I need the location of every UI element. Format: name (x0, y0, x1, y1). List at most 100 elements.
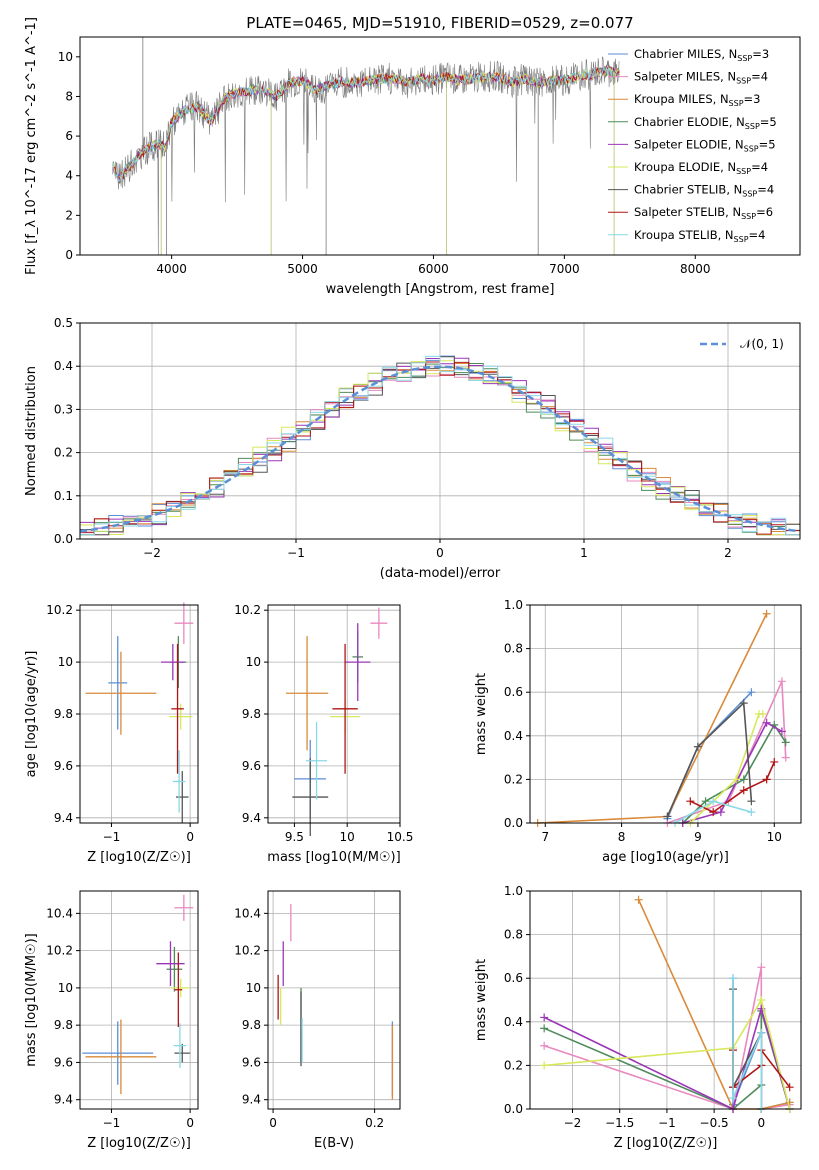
spectrum-line-1 (112, 56, 620, 256)
legend-entry: 𝒩(0, 1) (740, 337, 784, 351)
weight-marker (540, 1024, 549, 1033)
weight-marker (770, 757, 779, 766)
weight-marker (757, 1028, 766, 1037)
y-axis-label: Flux [f_λ 10^-17 erg cm^-2 s^-1 A^-1] (24, 17, 39, 275)
weight-marker (732, 775, 741, 784)
y-tick-label: 9.4 (242, 811, 261, 825)
legend-entry: Chabrier ELODIE, NSSP=5 (634, 115, 777, 131)
weight-marker (693, 742, 702, 751)
x-tick-label: 0 (186, 830, 194, 844)
x-tick-label: −0.5 (700, 1116, 729, 1130)
x-axis-label: Z [log10(Z/Z☉)] (87, 850, 191, 865)
x-tick-label: −2 (564, 1116, 582, 1130)
legend-entry: Salpeter MILES, NSSP=4 (634, 70, 768, 86)
legend-entry: Kroupa MILES, NSSP=3 (634, 92, 760, 108)
weight-marker (747, 808, 756, 817)
axes-frame (267, 604, 401, 824)
axes-frame (79, 36, 801, 256)
spectrum-line-9 (112, 66, 620, 182)
x-tick-label: 0 (758, 1116, 766, 1130)
y-tick-label: 0.4 (54, 359, 73, 373)
y-tick-label: 10 (58, 655, 73, 669)
y-tick-label: 9.6 (54, 1055, 73, 1069)
y-tick-label: 10.2 (46, 603, 73, 617)
weight-marker (709, 808, 718, 817)
y-tick-label: 10.2 (46, 944, 73, 958)
histogram-series-9 (80, 355, 800, 536)
y-tick-label: 9.6 (54, 759, 73, 773)
weight-marker (757, 963, 766, 972)
y-tick-label: 8 (65, 89, 73, 103)
legend-entry: Salpeter STELIB, NSSP=6 (634, 205, 773, 221)
y-tick-label: 10 (58, 50, 73, 64)
weight-marker (758, 710, 767, 718)
y-tick-label: 9.8 (54, 707, 73, 721)
y-tick-label: 4 (65, 169, 73, 183)
x-tick-label: −1 (103, 1116, 121, 1130)
y-tick-label: 9.4 (242, 1093, 261, 1107)
y-axis-label: mass weight (474, 959, 489, 1041)
axes-frame (79, 322, 801, 540)
weight-series-2 (667, 680, 787, 824)
weight-marker (701, 797, 710, 806)
legend-entry: Chabrier MILES, NSSP=3 (634, 47, 769, 63)
y-tick-label: 9.8 (242, 707, 261, 721)
y-tick-label: 0.0 (504, 1102, 523, 1116)
y-tick-label: 9.8 (54, 1018, 73, 1032)
weight-series-6 (544, 997, 791, 1110)
weight-marker (663, 812, 672, 821)
weight-marker (739, 699, 748, 708)
y-tick-label: 1.0 (504, 598, 523, 612)
weight-series-5 (682, 721, 783, 824)
y-tick-label: 0.2 (54, 446, 73, 460)
y-tick-label: 9.8 (242, 1018, 261, 1032)
y-axis-label: Normed distribution (24, 366, 39, 496)
x-tick-label: 2 (724, 546, 732, 560)
x-tick-label: −2 (143, 546, 161, 560)
chart-panel-7: 0 0.2 9.4 9.6 9.8 10 10.2 10.4 E(B-V) (234, 890, 401, 1151)
legend-entry: Salpeter ELODIE, NSSP=5 (634, 137, 776, 153)
axes-frame (79, 604, 199, 824)
y-tick-label: 2 (65, 208, 73, 222)
y-tick-label: 0.4 (504, 729, 523, 743)
x-tick-label: 8 (618, 830, 626, 844)
x-tick-label: 7000 (549, 262, 580, 276)
chart-panel-8: −2 −1.5 −1 −0.5 0 0.0 0.2 0.4 0.6 0.8 1.0 Z [log10(… (474, 884, 802, 1151)
weight-marker (739, 775, 748, 784)
weight-marker (634, 895, 643, 904)
x-tick-label: 10 (340, 830, 355, 844)
x-tick-label: 1 (580, 546, 588, 560)
chart-panel-2: −2 −1 0 1 2 0.0 0.1 0.2 0.3 0.4 0.5 (data-model)/er… (24, 316, 801, 581)
x-tick-label: 10 (767, 830, 782, 844)
chart-panel-1: 4000 5000 6000 7000 8000 0 2 4 6 8 10 wavelength [A… (24, 17, 801, 297)
legend-entry: Chabrier STELIB, NSSP=4 (634, 183, 774, 199)
normal-curve (79, 365, 798, 533)
x-axis-label: Z [log10(Z/Z☉)] (87, 1136, 191, 1151)
figure-title: PLATE=0465, MJD=51910, FIBERID=0529, z=0… (246, 14, 633, 32)
y-tick-label: 10.4 (234, 906, 261, 920)
chart-panel-5: 7 8 9 10 0.0 0.2 0.4 0.6 0.8 1.0 age [log10(age/yr… (474, 598, 802, 865)
x-axis-label: (data-model)/error (380, 566, 501, 581)
y-tick-label: 0 (65, 248, 73, 262)
y-tick-label: 0.1 (54, 489, 73, 503)
y-tick-label: 9.4 (54, 1093, 73, 1107)
weight-marker (781, 738, 790, 747)
weight-marker (729, 974, 738, 983)
weight-marker (540, 1013, 549, 1022)
axes-frame (79, 890, 199, 1110)
x-tick-label: 9.5 (285, 830, 304, 844)
x-axis-label: age [log10(age/yr)] (602, 850, 729, 865)
y-tick-label: 6 (65, 129, 73, 143)
y-tick-label: 0.8 (504, 642, 523, 656)
y-tick-label: 9.6 (242, 759, 261, 773)
weight-marker (757, 996, 766, 1004)
legend-entry: Kroupa ELODIE, NSSP=4 (634, 160, 768, 176)
y-tick-label: 9.4 (54, 811, 73, 825)
weight-series-9 (732, 978, 763, 1109)
y-tick-label: 0.2 (504, 772, 523, 786)
x-tick-label: −1.5 (605, 1116, 634, 1130)
weight-marker (747, 688, 756, 697)
x-tick-label: 10.5 (387, 830, 414, 844)
